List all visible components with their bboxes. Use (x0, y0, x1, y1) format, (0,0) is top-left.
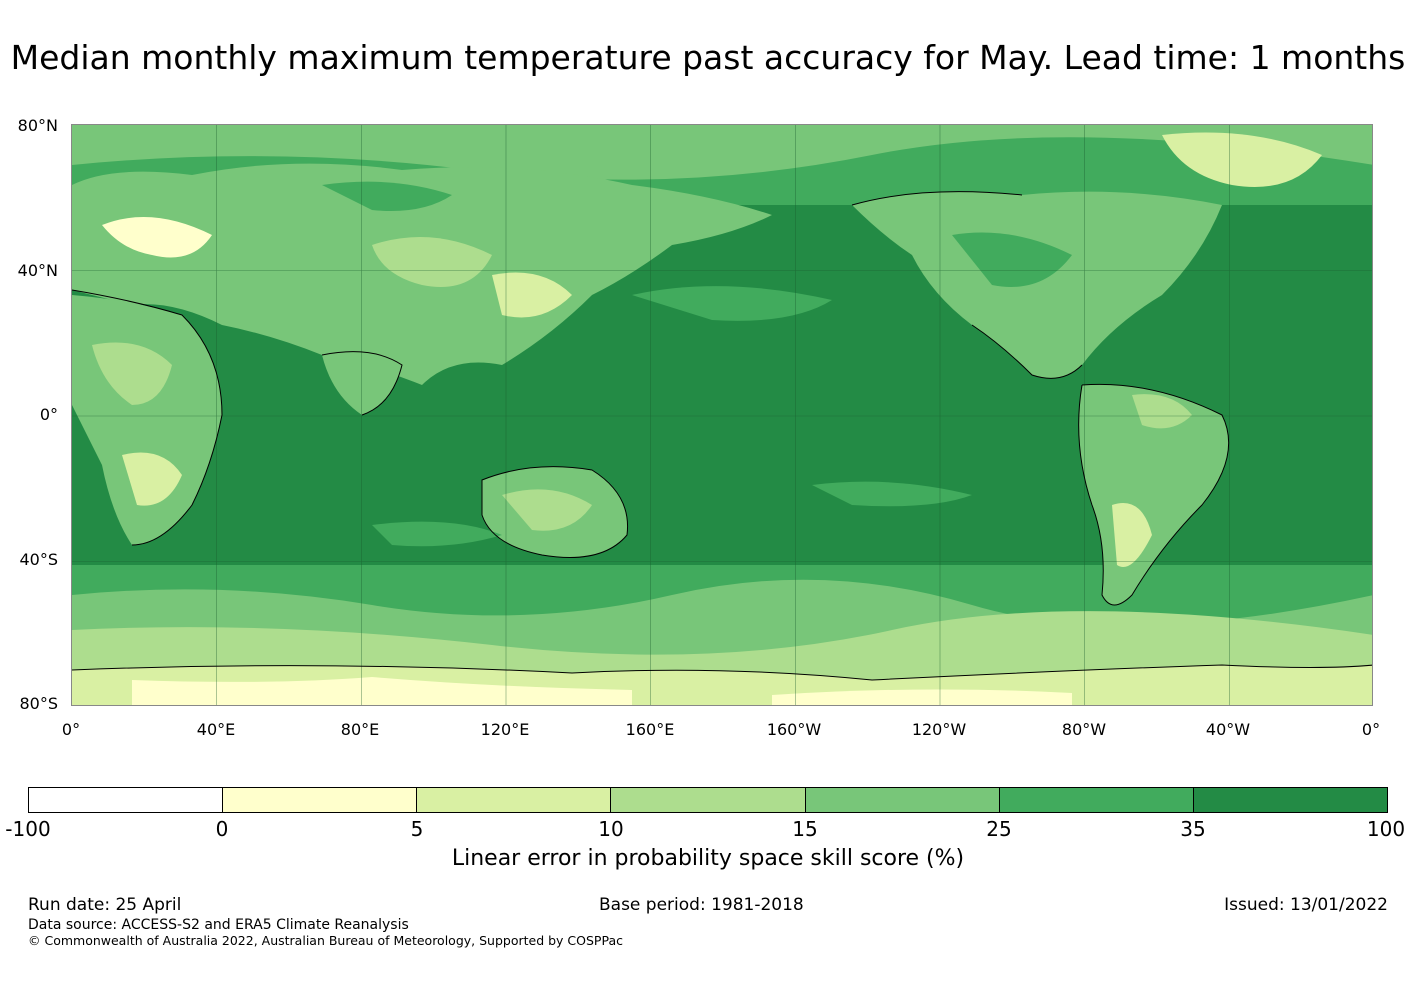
lat-label-equator: 0° (39, 405, 58, 424)
lon-label-0: 0° (61, 720, 81, 739)
map-title: Median monthly maximum temperature past … (10, 38, 1406, 77)
lon-label-120e: 120°E (480, 720, 530, 739)
north-america-landmass (852, 191, 1222, 379)
lon-label-80e: 80°E (340, 720, 380, 739)
lon-label-40e: 40°E (196, 720, 236, 739)
lat-label-80s: 80°S (19, 694, 58, 713)
greenland (1162, 132, 1322, 187)
colorbar-segment (611, 788, 806, 812)
colorbar-segment (417, 788, 612, 812)
lon-label-0-end: 0° (1361, 720, 1381, 739)
india-landmass (322, 351, 402, 415)
lat-label-80n: 80°N (17, 116, 58, 135)
lon-label-80w: 80°W (1061, 720, 1107, 739)
coastlines (72, 191, 1372, 681)
colorbar (28, 787, 1388, 813)
colorbar-segment (29, 788, 224, 812)
run-date: Run date: 25 April (28, 895, 182, 915)
lat-label-40n: 40°N (17, 261, 58, 280)
data-source: Data source: ACCESS-S2 and ERA5 Climate … (28, 917, 409, 933)
lon-label-40w: 40°W (1205, 720, 1251, 739)
colorbar-segment (1193, 788, 1387, 812)
colorbar-tick: 35 (1180, 817, 1206, 841)
lat-label-40s: 40°S (19, 550, 58, 569)
lon-label-160e: 160°E (625, 720, 675, 739)
colorbar-segment (805, 788, 1000, 812)
colorbar-segment (999, 788, 1194, 812)
colorbar-label: Linear error in probability space skill … (451, 846, 965, 871)
base-period: Base period: 1981-2018 (599, 895, 804, 915)
colorbar-segment (223, 788, 418, 812)
colorbar-tick: 100 (1366, 817, 1406, 841)
lon-label-120w: 120°W (911, 720, 967, 739)
colorbar-tick: 25 (986, 817, 1012, 841)
colorbar-tick: 15 (792, 817, 818, 841)
colorbar-tick: 5 (410, 817, 424, 841)
colorbar-tick: 0 (215, 817, 229, 841)
map-canvas (72, 125, 1372, 705)
copyright: © Commonwealth of Australia 2022, Austra… (28, 933, 623, 948)
graticule (72, 125, 1372, 705)
colorbar-tick: -100 (5, 817, 51, 841)
colorbar-tick: 10 (598, 817, 624, 841)
lon-label-160w: 160°W (766, 720, 822, 739)
skill-score-map (71, 124, 1373, 706)
issued-date: Issued: 13/01/2022 (1224, 895, 1388, 915)
